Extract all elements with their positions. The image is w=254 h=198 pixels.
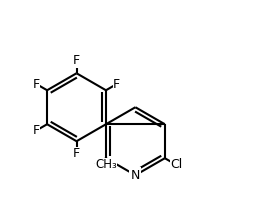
Text: CH₃: CH₃ bbox=[95, 158, 117, 171]
Text: Cl: Cl bbox=[170, 158, 183, 171]
Text: N: N bbox=[131, 169, 140, 182]
Text: F: F bbox=[33, 124, 40, 137]
Text: F: F bbox=[33, 78, 40, 90]
Text: F: F bbox=[73, 54, 80, 67]
Text: F: F bbox=[73, 147, 80, 160]
Text: F: F bbox=[113, 78, 120, 90]
